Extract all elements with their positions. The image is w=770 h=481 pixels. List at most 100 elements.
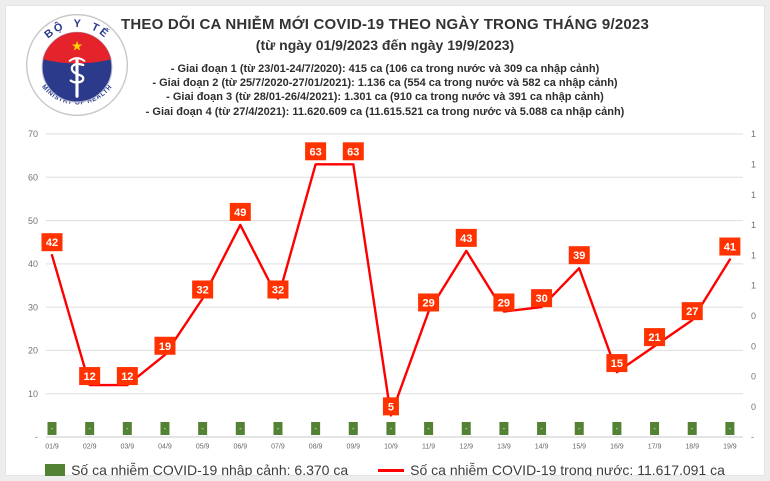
- left-axis-tick-label: 40: [28, 259, 38, 269]
- imported-cases-mark: [725, 422, 735, 435]
- imported-cases-mark: [386, 422, 396, 435]
- imported-cases-value-label: -: [126, 426, 129, 433]
- imported-cases-mark: [612, 422, 622, 435]
- imported-cases-value-label: -: [390, 426, 393, 433]
- imported-cases-value-label: -: [653, 426, 656, 433]
- data-label-box: [342, 142, 364, 161]
- imported-cases-value-label: -: [277, 426, 280, 433]
- x-axis-date-label: 17/9: [648, 444, 662, 451]
- domestic-series-swatch-icon: [378, 468, 405, 472]
- imported-cases-mark: [687, 422, 697, 435]
- imported-cases-mark: [499, 422, 509, 435]
- data-label-box: [606, 354, 628, 373]
- x-axis-date-label: 14/9: [535, 444, 549, 451]
- imported-cases-value-label: -: [691, 426, 694, 433]
- data-label-box: [531, 289, 553, 308]
- left-axis-tick-label: 10: [28, 389, 38, 399]
- data-label-value: 21: [648, 332, 660, 344]
- data-label-box: [681, 302, 703, 321]
- data-label-value: 63: [309, 146, 321, 158]
- data-label-value: 32: [197, 284, 209, 296]
- x-axis-date-label: 09/9: [346, 444, 360, 451]
- phase-summary: - Giai đoạn 1 (từ 23/01-24/7/2020): 415 …: [5, 62, 765, 119]
- left-axis-tick-label: 50: [28, 216, 38, 226]
- right-axis-tick-label: 1: [751, 129, 756, 139]
- x-axis-date-label: 12/9: [459, 444, 473, 451]
- right-axis-tick-label: 1: [751, 160, 756, 170]
- data-label-value: 39: [573, 250, 585, 262]
- right-axis-tick-label: 0: [751, 402, 756, 412]
- data-label-box: [418, 293, 440, 312]
- data-label-value: 32: [272, 284, 284, 296]
- data-label-box: [719, 237, 741, 256]
- phase-line-3: - Giai đoạn 3 (từ 28/01-26/4/2021): 1.30…: [166, 91, 604, 104]
- legend-item-imported: Số ca nhiễm COVID-19 nhập cảnh: 6.370 ca: [45, 462, 349, 478]
- data-label-box: [455, 228, 477, 247]
- imported-cases-value-label: -: [239, 426, 242, 433]
- data-label-box: [382, 397, 399, 416]
- x-axis-date-label: 18/9: [685, 444, 699, 451]
- right-axis-tick-label: 0: [751, 341, 756, 351]
- x-axis-date-label: 05/9: [196, 444, 210, 451]
- imported-cases-mark: [650, 422, 660, 435]
- imported-cases-mark: [47, 422, 57, 435]
- imported-cases-mark: [537, 422, 547, 435]
- data-label-box: [267, 280, 289, 299]
- imported-cases-value-label: -: [88, 426, 91, 433]
- imported-cases-value-label: -: [164, 426, 167, 433]
- data-label-value: 43: [460, 233, 472, 245]
- x-axis-date-label: 02/9: [83, 444, 97, 451]
- imported-cases-mark: [235, 422, 245, 435]
- right-axis-tick-label: 0: [751, 311, 756, 321]
- right-axis-tick-label: 1: [751, 220, 756, 230]
- left-axis-tick-label: -: [35, 432, 38, 442]
- data-label-value: 49: [234, 207, 246, 219]
- imported-cases-value-label: -: [465, 426, 468, 433]
- data-label-value: 12: [84, 371, 96, 383]
- data-label-box: [79, 367, 101, 386]
- data-label-value: 12: [121, 371, 133, 383]
- data-label-box: [229, 202, 251, 221]
- data-label-value: 42: [46, 237, 58, 249]
- logo-star-icon: ★: [71, 38, 83, 54]
- phase-line-1: - Giai đoạn 1 (từ 23/01-24/7/2020): 415 …: [170, 63, 600, 75]
- data-label-value: 29: [422, 297, 434, 309]
- phase-line-2: - Giai đoạn 2 (từ 25/7/2020-27/01/2021):…: [152, 77, 618, 90]
- data-label-box: [154, 336, 176, 355]
- left-axis-tick-label: 60: [28, 172, 38, 182]
- imported-cases-mark: [424, 422, 434, 435]
- data-label-box: [568, 246, 590, 265]
- x-axis-date-label: 04/9: [158, 444, 172, 451]
- imported-cases-mark: [461, 422, 471, 435]
- imported-cases-mark: [85, 422, 95, 435]
- data-label-value: 41: [724, 242, 736, 254]
- data-label-value: 5: [388, 401, 394, 413]
- legend-item-domestic: Số ca nhiễm COVID-19 trong nước: 11.617.…: [378, 462, 725, 476]
- page-title: THEO DÕI CA NHIỄM MỚI COVID-19 THEO NGÀY…: [121, 16, 649, 33]
- x-axis-date-label: 15/9: [572, 444, 586, 451]
- ministry-of-health-logo: BỘ Y TẾ MINISTRY OF HEALTH ★: [25, 13, 129, 117]
- imported-cases-mark: [348, 422, 358, 435]
- imported-cases-value-label: -: [540, 426, 543, 433]
- imported-cases-mark: [122, 422, 132, 435]
- domestic-cases-line: [50, 163, 732, 417]
- imported-cases-value-label: -: [578, 426, 581, 433]
- imported-cases-value-label: -: [503, 426, 506, 433]
- imported-cases-mark: [160, 422, 170, 435]
- data-label-value: 19: [159, 341, 171, 353]
- imported-cases-mark: [273, 422, 283, 435]
- imported-cases-value-label: -: [51, 426, 54, 433]
- imported-cases-mark: [574, 422, 584, 435]
- data-label-box: [644, 328, 666, 347]
- legend-label-imported: Số ca nhiễm COVID-19 nhập cảnh: 6.370 ca: [71, 462, 349, 478]
- data-label-box: [41, 233, 63, 252]
- covid-line-chart: - 10 20 30 40 50 60 70 - 0 0 0 0 1 1 1 1 1 1 - - - - - - - - - - - - - -…: [28, 129, 756, 451]
- x-axis-date-label: 13/9: [497, 444, 511, 451]
- right-axis-tick-label: 1: [751, 250, 756, 260]
- imported-cases-value-label: -: [427, 426, 430, 433]
- right-axis-tick-label: 0: [751, 372, 756, 382]
- right-axis-tick-label: -: [751, 432, 754, 442]
- phase-line-4: - Giai đoạn 4 (từ 27/4/2021): 11.620.609…: [145, 105, 625, 118]
- data-label-value: 15: [611, 358, 623, 370]
